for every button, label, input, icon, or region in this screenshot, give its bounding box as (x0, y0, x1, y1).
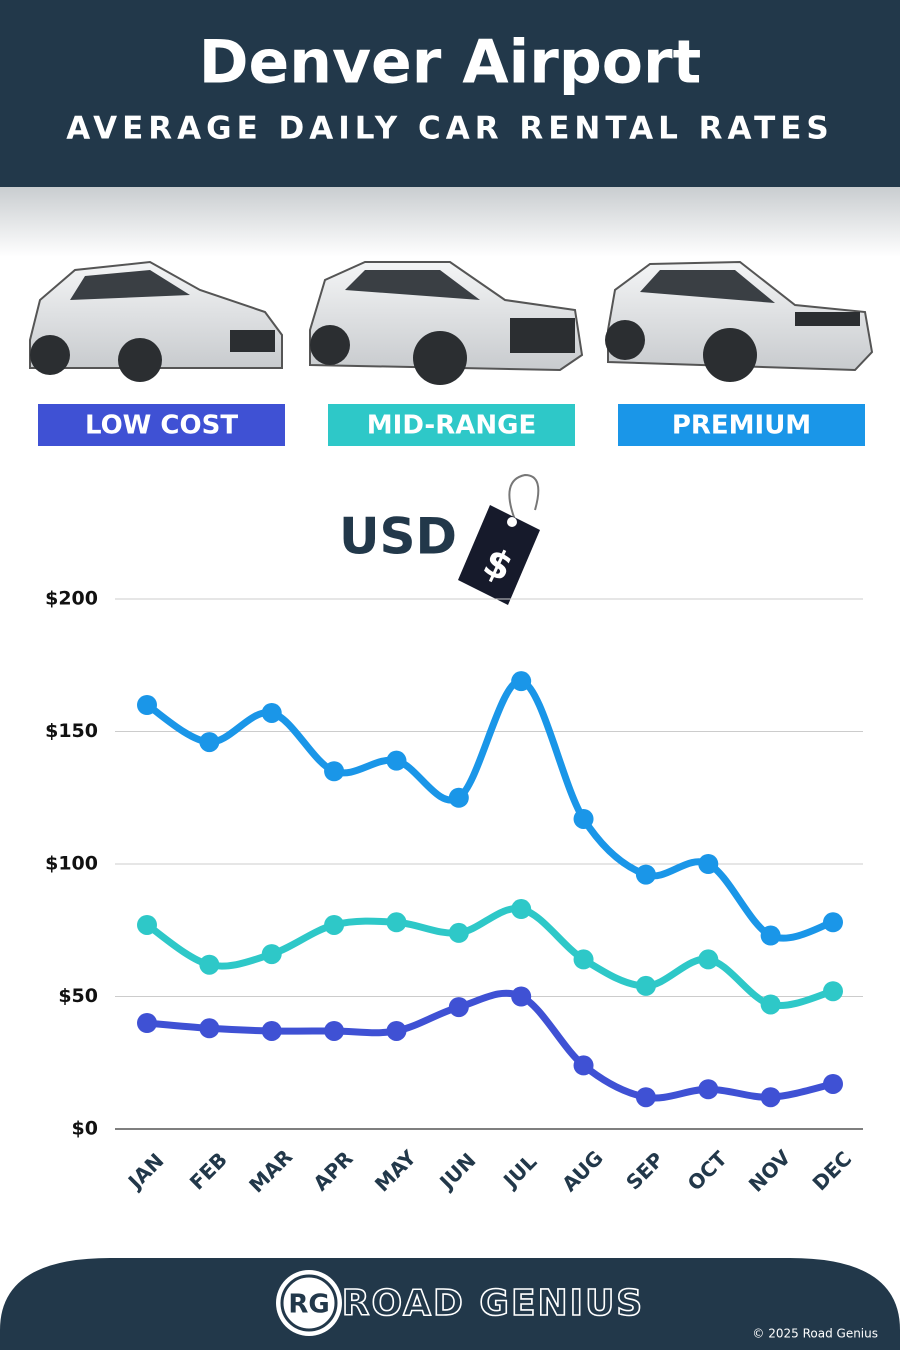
logo-text: RG (288, 1290, 329, 1320)
data-point (760, 925, 781, 946)
data-point (137, 914, 157, 935)
legend-swatch (618, 404, 865, 446)
subtitle: AVERAGE DAILY CAR RENTAL RATES (66, 111, 834, 147)
series-line (143, 905, 837, 1009)
data-point (511, 671, 532, 692)
x-tick-label: FEB (185, 1147, 232, 1194)
data-point (199, 732, 220, 753)
data-point (760, 994, 781, 1015)
data-point (448, 997, 469, 1018)
x-tick-label: NOV (744, 1145, 796, 1197)
y-tick-label: $150 (45, 720, 98, 742)
data-point (324, 1020, 345, 1041)
legend-label: LOW COST (85, 411, 238, 441)
x-tick-label: JAN (122, 1148, 168, 1194)
series-line (143, 989, 837, 1102)
legend-swatch (38, 404, 285, 446)
data-point (261, 1020, 282, 1041)
data-point (324, 761, 345, 782)
x-tick-label: MAY (370, 1145, 421, 1196)
x-tick-label: SEP (621, 1147, 668, 1194)
data-point (698, 854, 719, 874)
data-point (511, 899, 532, 920)
car-low-cost (29, 260, 283, 382)
x-tick-label: OCT (683, 1146, 732, 1195)
header-band (0, 0, 900, 187)
brand-name: ROAD GENIUS (342, 1283, 644, 1324)
data-point (823, 981, 843, 1002)
data-point (698, 1079, 719, 1100)
data-point (199, 1018, 220, 1039)
data-point (137, 695, 157, 715)
unit-annotation: USD (339, 508, 457, 566)
x-tick-label: DEC (808, 1147, 857, 1196)
price-tag: $ (458, 473, 540, 605)
data-point (573, 1055, 594, 1076)
legend-label: PREMIUM (672, 411, 811, 441)
data-point (573, 808, 594, 829)
data-point (760, 1087, 781, 1108)
legend-swatch (328, 404, 575, 446)
y-tick-label: $200 (45, 588, 98, 610)
data-point (199, 954, 220, 975)
data-point (635, 975, 656, 996)
title: Denver Airport (199, 28, 702, 98)
data-point (698, 949, 719, 970)
data-point (386, 750, 407, 771)
x-tick-label: JUL (497, 1149, 541, 1193)
footer-band (0, 1258, 900, 1350)
x-tick-label: MAR (244, 1145, 297, 1198)
header-shadow (0, 187, 900, 257)
data-point (448, 922, 469, 943)
data-point (635, 864, 656, 885)
logo-ring (280, 1274, 338, 1332)
data-point (635, 1087, 656, 1108)
data-point (386, 912, 407, 933)
data-point (823, 912, 843, 933)
data-point (261, 944, 282, 965)
data-point (386, 1020, 407, 1041)
x-tick-label: APR (308, 1146, 357, 1195)
y-tick-label: $0 (72, 1118, 98, 1140)
logo-circle (276, 1270, 342, 1336)
x-tick-label: AUG (557, 1146, 608, 1197)
data-point (823, 1073, 843, 1094)
data-point (261, 702, 282, 723)
data-point (573, 949, 594, 970)
car-mid-range (309, 261, 584, 385)
data-point (511, 986, 532, 1007)
legend-label: MID-RANGE (367, 411, 536, 441)
series-line (143, 677, 837, 942)
y-tick-label: $100 (45, 853, 98, 875)
data-point (137, 1013, 157, 1033)
y-tick-label: $50 (58, 985, 98, 1007)
x-tick-label: JUN (434, 1148, 481, 1195)
copyright: © 2025 Road Genius (752, 1327, 878, 1341)
data-point (324, 914, 345, 935)
data-point (448, 787, 469, 808)
car-premium (605, 260, 874, 382)
